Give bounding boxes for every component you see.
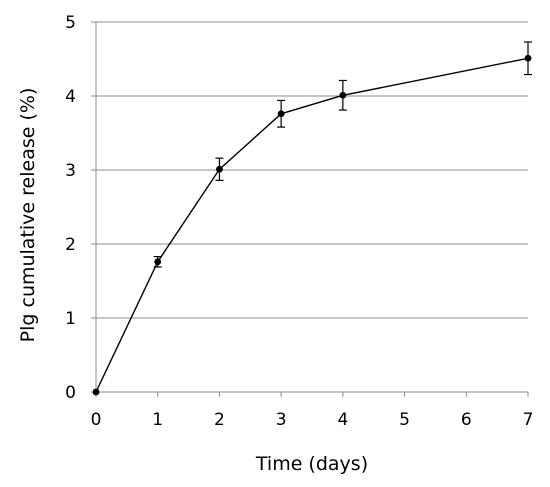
data-point [524, 54, 532, 62]
x-tick-label: 4 [337, 410, 348, 430]
x-tick-label: 0 [91, 410, 102, 430]
x-tick-label: 5 [399, 410, 410, 430]
y-axis-label: Plg cumulative release (%) [17, 88, 39, 343]
series-group [92, 41, 532, 396]
x-tick-label: 3 [276, 410, 287, 430]
y-tick-label: 4 [65, 87, 76, 107]
y-tick-label: 5 [65, 13, 76, 33]
y-tick-label: 0 [65, 383, 76, 403]
data-point [339, 91, 347, 99]
data-point [216, 165, 223, 173]
gridlines [96, 21, 528, 319]
x-tick-label: 6 [461, 410, 472, 430]
y-tick-label: 2 [65, 235, 76, 255]
data-point [277, 110, 285, 118]
axes [91, 21, 529, 397]
y-tick-label: 3 [65, 161, 76, 181]
x-axis-label: Time (days) [255, 453, 368, 475]
x-tick-label: 1 [152, 410, 163, 430]
x-tick-label: 2 [214, 410, 225, 430]
y-tick-label: 1 [65, 309, 76, 329]
data-point [154, 258, 162, 266]
x-tick-label: 7 [523, 410, 534, 430]
tick-labels: 0 1 2 3 4 5 0 1 2 3 4 5 6 7 [65, 13, 533, 430]
data-point [92, 388, 100, 396]
series-line [95, 57, 529, 393]
